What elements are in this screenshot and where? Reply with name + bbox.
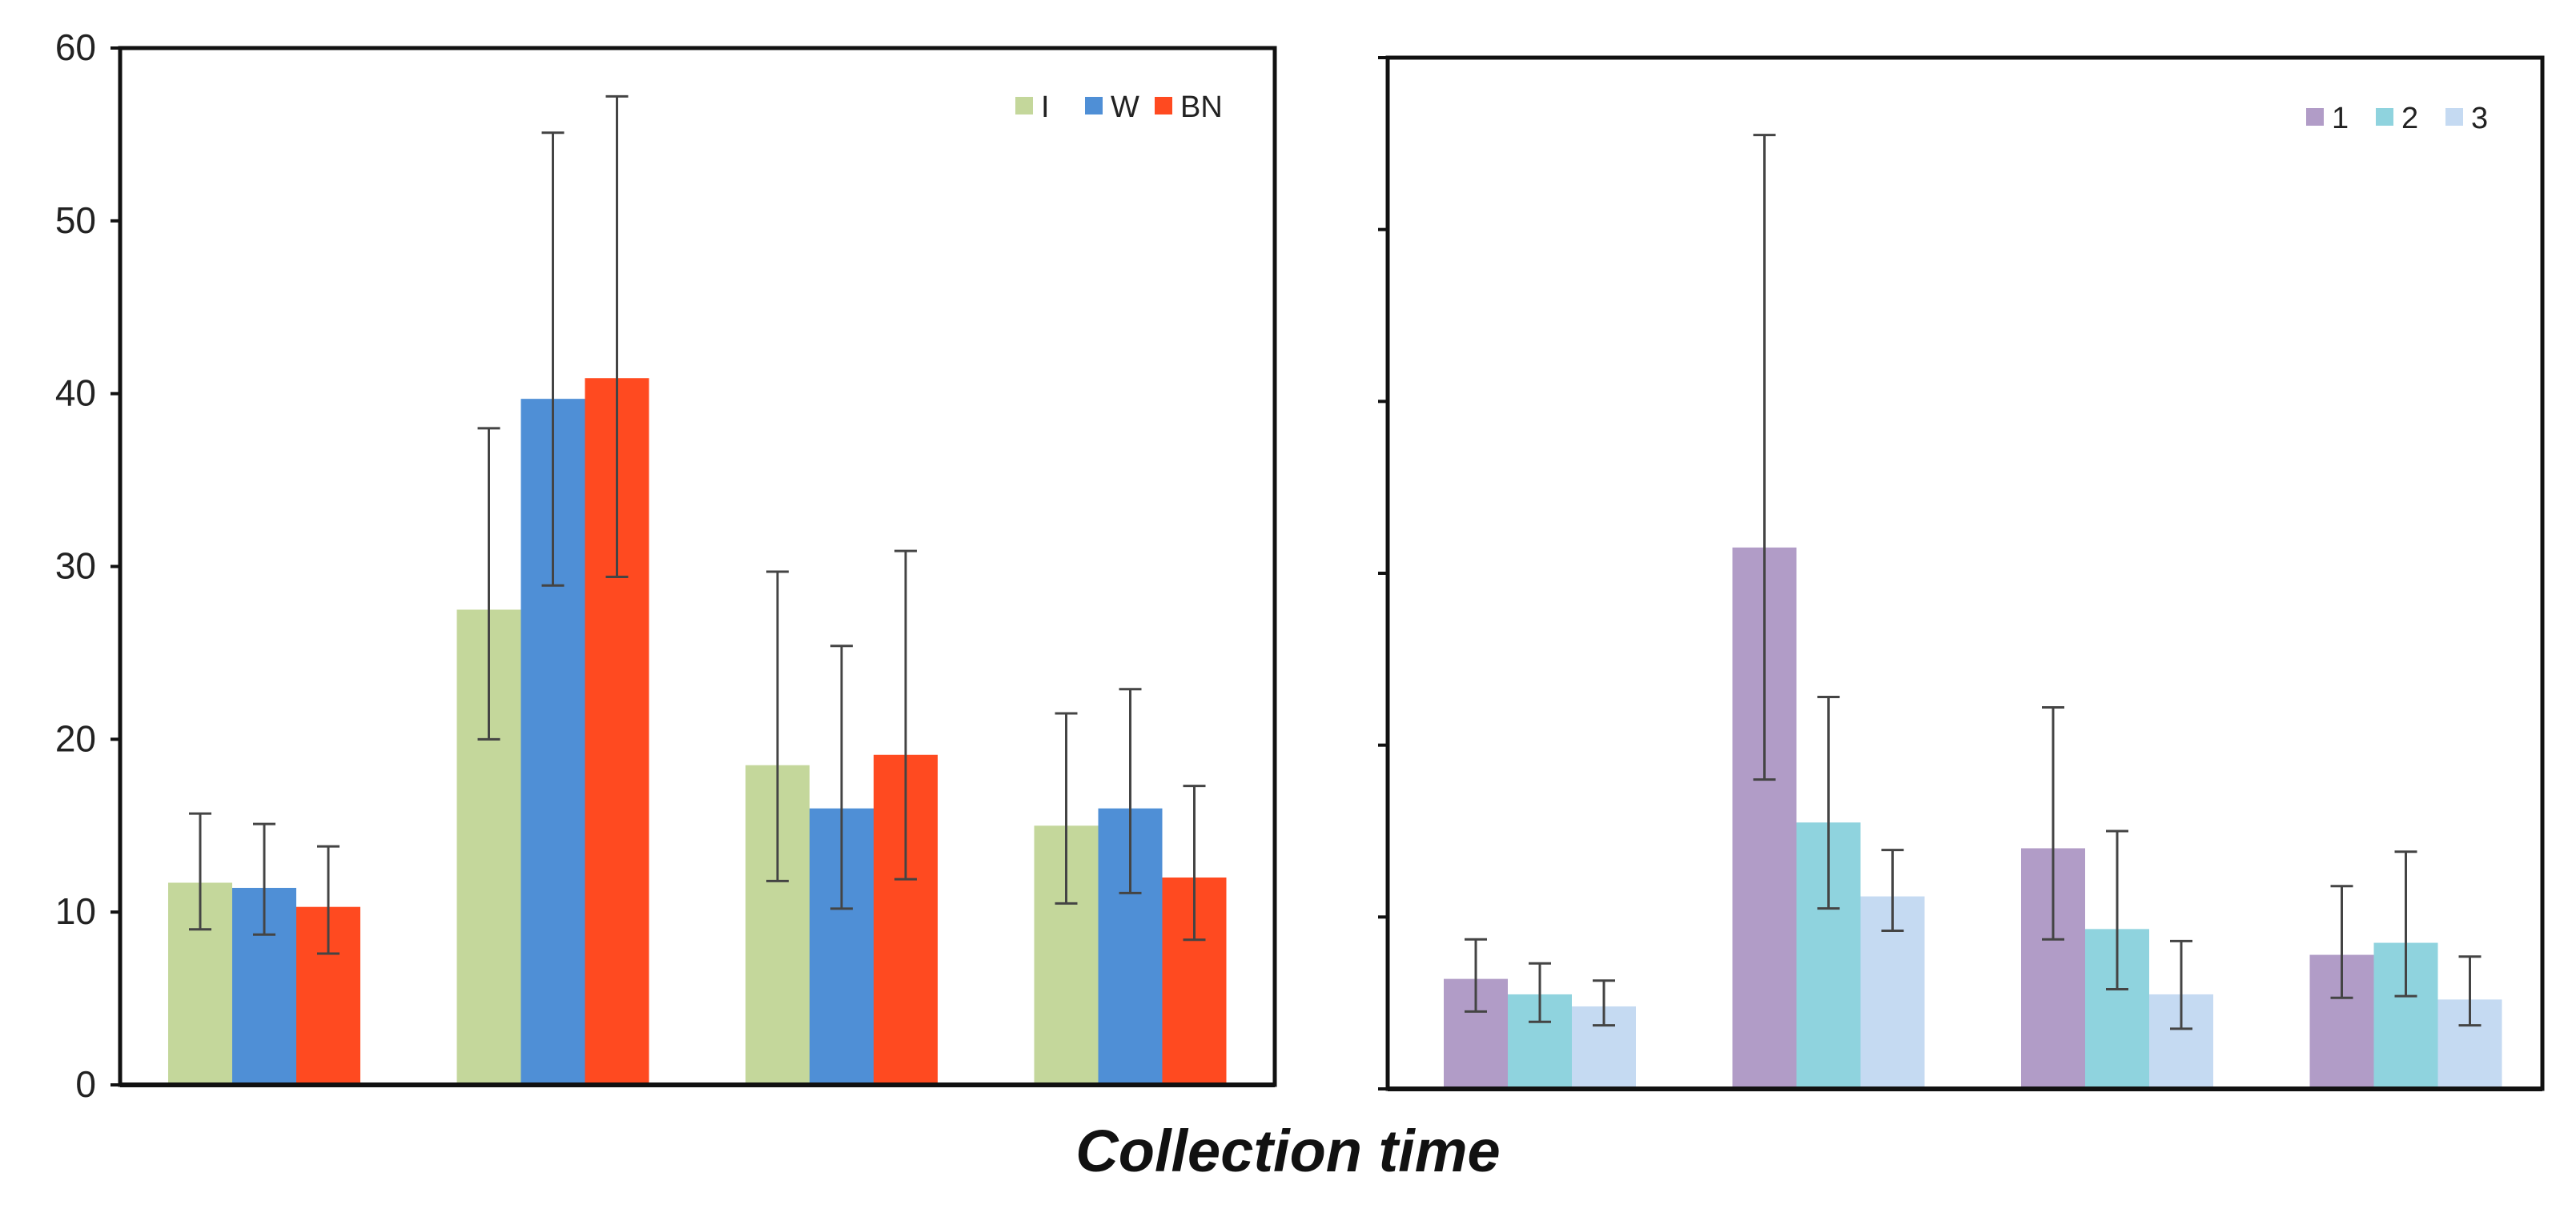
legend-swatch-3 xyxy=(2445,108,2463,126)
legend-swatch-2 xyxy=(2376,108,2393,126)
right-chart-panel: 1 2 3 xyxy=(1378,55,2545,1091)
legend-label-2: 2 xyxy=(2401,102,2418,135)
legend-swatch-bn xyxy=(1155,97,1172,114)
y-tick-label: 10 xyxy=(55,890,96,932)
left-chart-panel: 0 10 20 30 40 50 60 I W BN xyxy=(55,26,1277,1105)
legend-label-i: I xyxy=(1041,90,1050,124)
legend-swatch-i xyxy=(1015,97,1033,114)
y-tick-label: 40 xyxy=(55,372,96,414)
legend-label-3: 3 xyxy=(2471,102,2488,135)
legend-label-1: 1 xyxy=(2332,102,2349,135)
legend-label-w: W xyxy=(1111,90,1139,124)
legend-swatch-w xyxy=(1085,97,1103,114)
legend-label-bn: BN xyxy=(1180,90,1223,124)
y-tick-label: 60 xyxy=(55,26,96,68)
x-axis-label: Collection time xyxy=(1075,1118,1501,1184)
plot-area-frame xyxy=(1385,55,2545,1091)
y-tick-label: 50 xyxy=(55,199,96,241)
y-tick-label: 0 xyxy=(75,1063,96,1105)
y-tick-label: 30 xyxy=(55,545,96,587)
y-tick-label: 20 xyxy=(55,717,96,759)
legend-swatch-1 xyxy=(2306,108,2324,126)
